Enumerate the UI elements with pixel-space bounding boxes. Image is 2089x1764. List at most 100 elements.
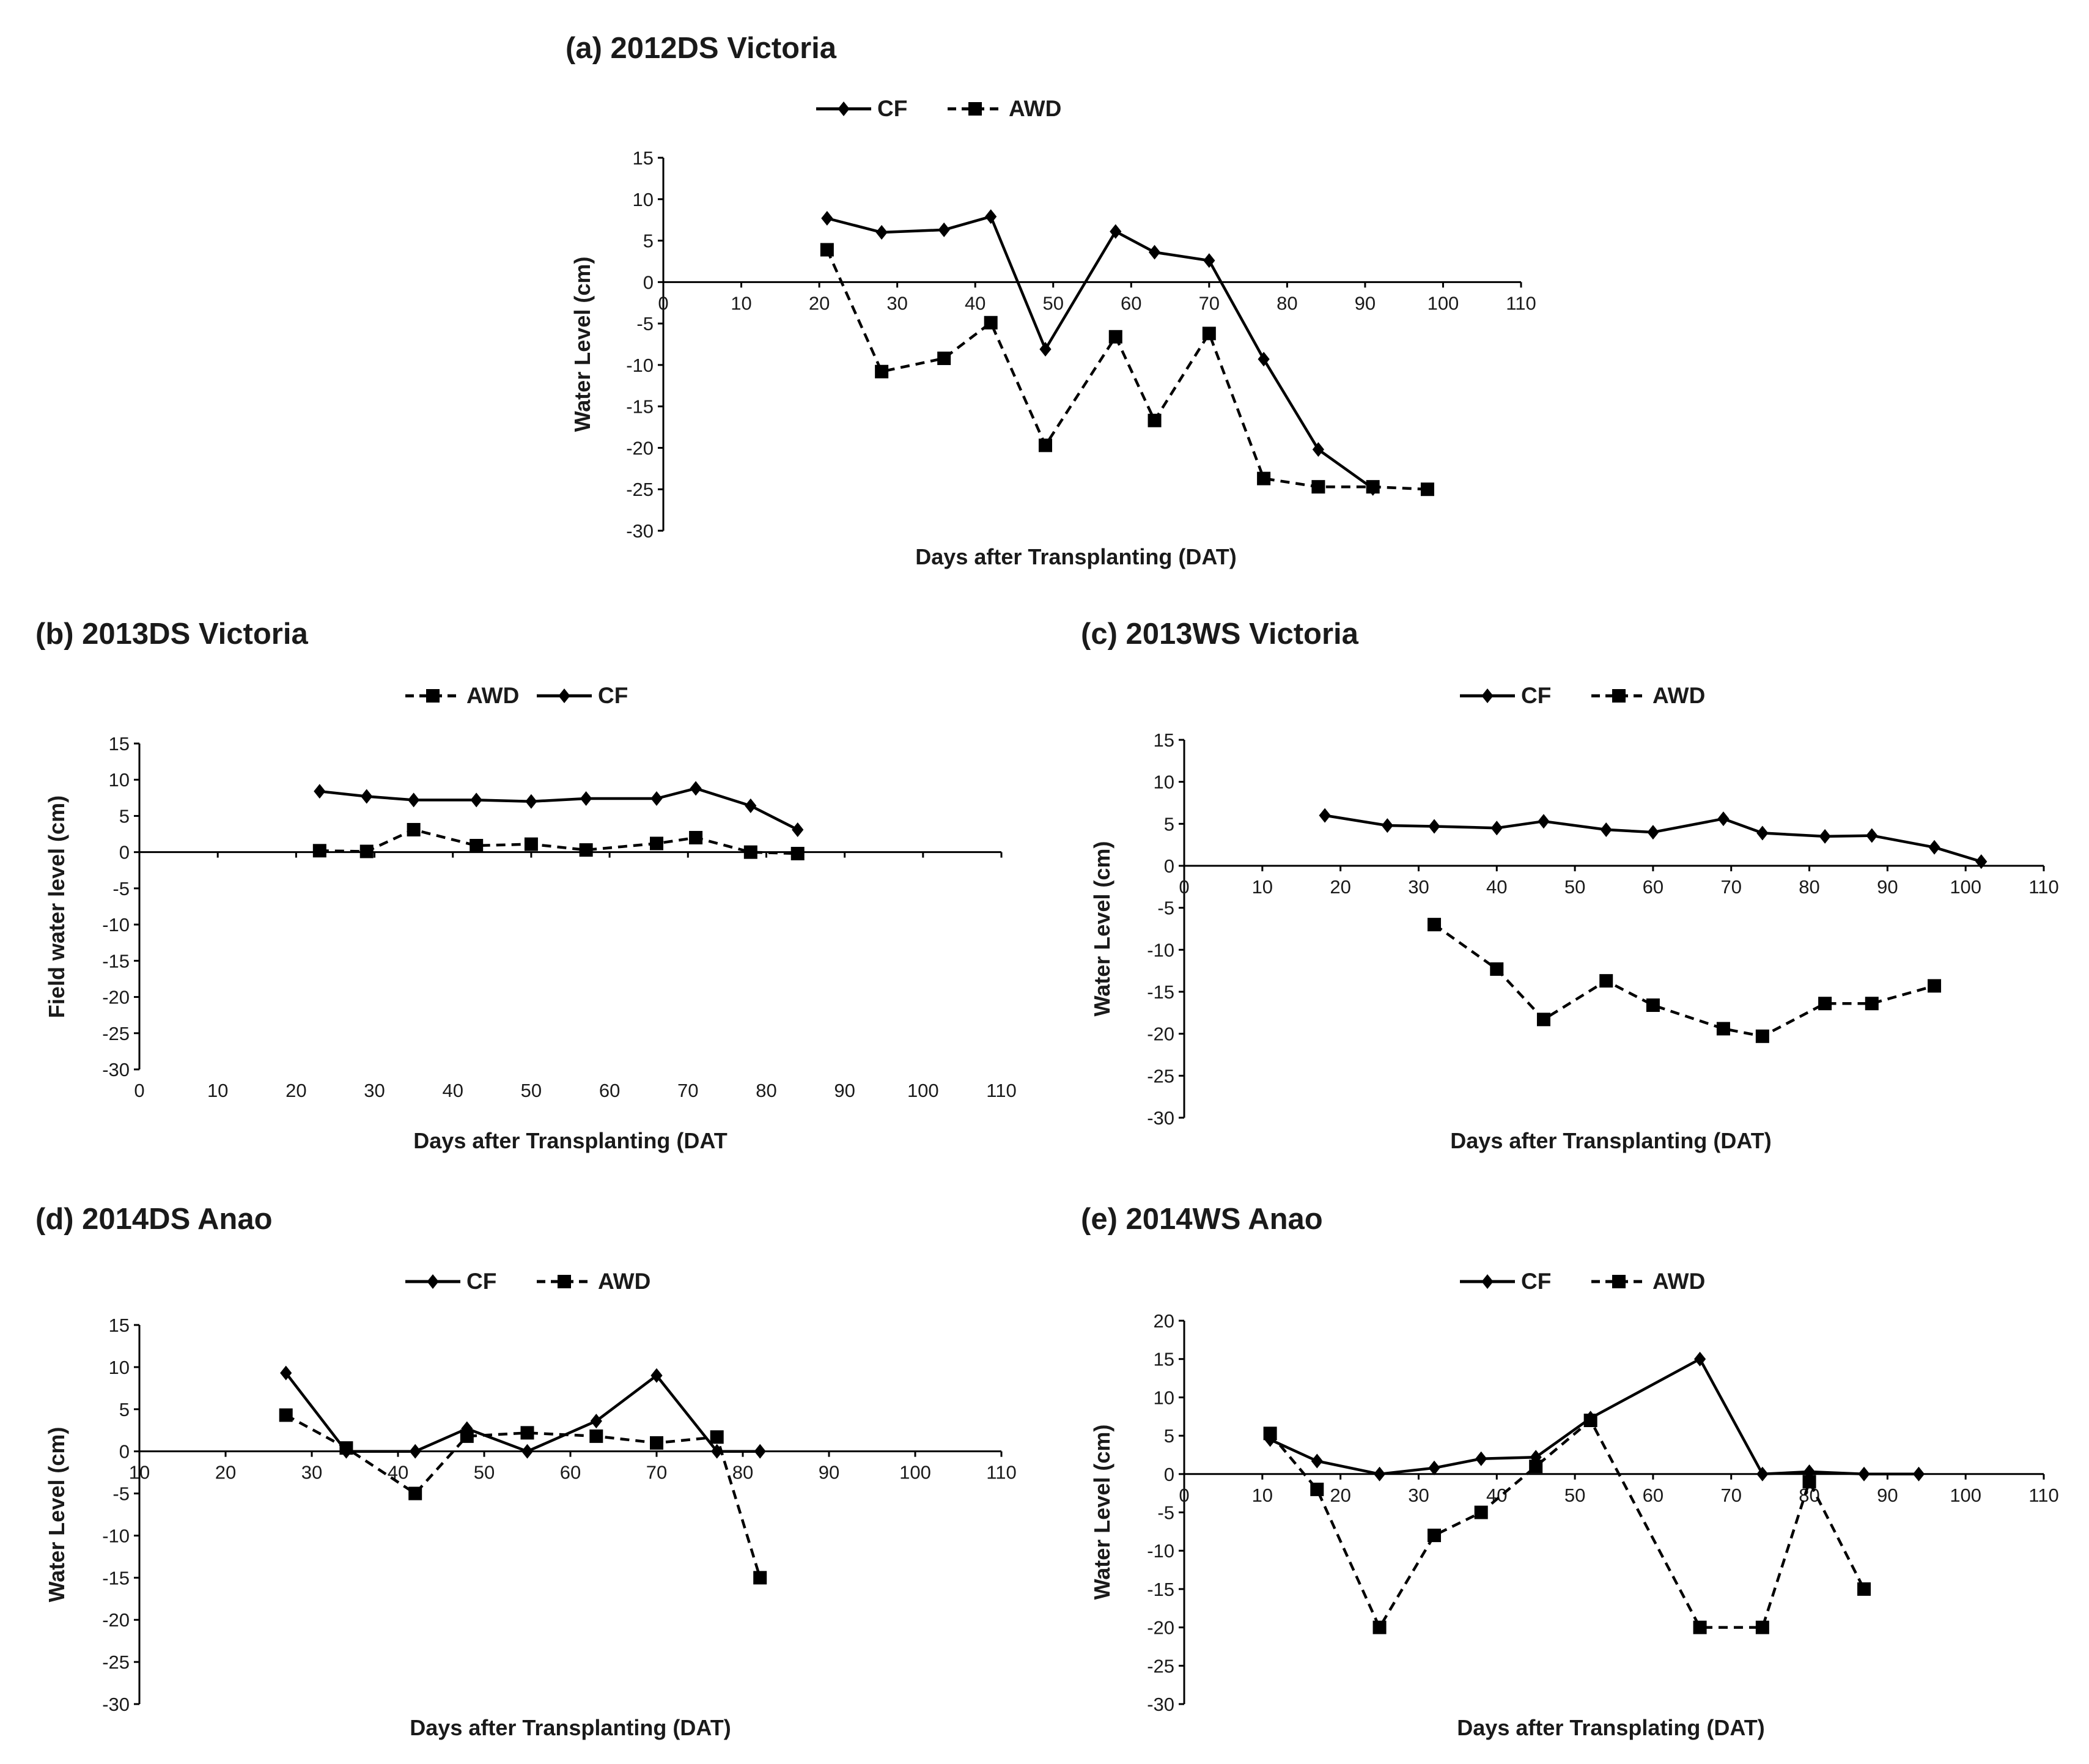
y-tick-label: -10 xyxy=(102,914,130,936)
data-point-awd xyxy=(359,844,374,858)
y-tick-label: -25 xyxy=(102,1651,130,1673)
data-point-cf xyxy=(1647,825,1659,840)
series-line-awd xyxy=(825,249,1428,491)
x-tick-label: 30 xyxy=(1408,1485,1429,1506)
legend-marker-cf xyxy=(838,101,850,116)
x-tick-label: 110 xyxy=(986,1080,1016,1101)
data-point-awd xyxy=(689,830,703,844)
data-point-cf xyxy=(821,210,833,226)
legend-label-cf: CF xyxy=(466,1269,496,1294)
data-point-awd xyxy=(1108,330,1122,344)
legend-label-cf: CF xyxy=(598,683,628,708)
y-tick-label: 10 xyxy=(633,189,654,210)
x-tick-label: 110 xyxy=(1506,292,1536,314)
data-point-cf xyxy=(1148,245,1161,260)
data-point-awd xyxy=(1529,1460,1543,1474)
data-point-awd xyxy=(937,352,951,366)
data-point-awd xyxy=(1428,1529,1442,1543)
data-point-awd xyxy=(1474,1505,1488,1519)
chart-title: (b) 2013DS Victoria xyxy=(35,618,308,651)
x-tick-label: 50 xyxy=(1564,1485,1585,1506)
series-awd xyxy=(1428,918,1942,1043)
x-tick-label: 80 xyxy=(756,1080,776,1101)
series-line-cf xyxy=(1269,1357,1919,1476)
series-cf xyxy=(821,209,1379,496)
legend-label-awd: AWD xyxy=(466,683,519,708)
y-tick-label: -15 xyxy=(102,1567,130,1589)
data-point-awd xyxy=(279,1408,293,1422)
series-line-awd xyxy=(1433,923,1935,1038)
data-point-awd xyxy=(1257,471,1271,485)
y-tick-label: 10 xyxy=(1154,772,1174,793)
x-tick-label: 50 xyxy=(521,1080,542,1101)
series-awd xyxy=(279,1408,767,1585)
y-tick-label: -5 xyxy=(112,878,130,899)
x-axis-label: Days after Transplanting (DAT) xyxy=(410,1715,731,1740)
series-awd xyxy=(1263,1414,1871,1634)
data-point-cf xyxy=(408,792,420,808)
legend-marker-awd xyxy=(558,1275,571,1288)
data-point-cf xyxy=(521,1444,534,1459)
data-point-awd xyxy=(1202,327,1216,341)
y-tick-label: -5 xyxy=(636,313,654,334)
data-point-cf xyxy=(1600,822,1612,837)
data-point-cf xyxy=(1311,1453,1323,1469)
legend-marker-cf xyxy=(558,688,570,703)
x-tick-label: 40 xyxy=(442,1080,463,1101)
data-point-cf xyxy=(1756,1466,1769,1482)
data-point-cf xyxy=(1373,1466,1386,1482)
data-point-awd xyxy=(1693,1620,1707,1634)
x-tick-label: 100 xyxy=(907,1080,939,1101)
y-tick-label: 5 xyxy=(1164,813,1174,835)
y-tick-label: 15 xyxy=(109,733,130,755)
data-point-cf xyxy=(314,784,326,799)
x-tick-label: 40 xyxy=(1486,1485,1507,1506)
data-point-cf xyxy=(1312,442,1324,457)
data-point-awd xyxy=(1038,438,1052,452)
y-tick-label: -25 xyxy=(1147,1065,1174,1087)
data-point-awd xyxy=(1263,1426,1277,1441)
legend: CF AWD xyxy=(1460,1269,1705,1294)
legend-marker-cf xyxy=(427,1274,439,1289)
data-point-awd xyxy=(1148,413,1162,427)
series-awd xyxy=(312,822,805,861)
data-point-awd xyxy=(1428,918,1442,932)
data-point-cf xyxy=(792,822,804,837)
y-tick-label: -20 xyxy=(626,437,654,459)
x-tick-label: 90 xyxy=(834,1080,855,1101)
y-axis-label: Field water level (cm) xyxy=(44,795,69,1018)
x-tick-label: 70 xyxy=(1720,1485,1741,1506)
x-tick-label: 60 xyxy=(599,1080,620,1101)
data-point-awd xyxy=(710,1430,724,1444)
x-tick-label: 90 xyxy=(1877,1485,1898,1506)
data-point-awd xyxy=(1646,998,1660,1012)
data-point-cf xyxy=(1203,253,1215,268)
legend-marker-awd xyxy=(1612,689,1626,703)
data-point-cf xyxy=(1490,821,1503,836)
y-tick-label: -5 xyxy=(112,1483,130,1505)
legend-label-cf: CF xyxy=(1521,683,1551,708)
data-point-cf xyxy=(985,209,997,224)
data-point-awd xyxy=(1755,1620,1769,1634)
data-point-awd xyxy=(1310,1482,1324,1496)
x-tick-label: 90 xyxy=(1877,876,1898,898)
series-line-awd xyxy=(319,828,798,855)
y-tick-label: 0 xyxy=(643,271,654,293)
data-point-awd xyxy=(589,1429,603,1443)
data-point-cf xyxy=(1819,828,1831,844)
data-point-cf xyxy=(361,789,373,804)
data-point-awd xyxy=(875,364,889,378)
data-point-cf xyxy=(1538,814,1550,829)
y-tick-label: -20 xyxy=(102,1609,130,1631)
y-tick-label: -10 xyxy=(626,355,654,376)
data-point-cf xyxy=(1258,352,1270,367)
data-point-cf xyxy=(525,794,537,809)
legend-label-cf: CF xyxy=(877,96,907,121)
y-tick-label: -20 xyxy=(1147,1617,1174,1639)
data-point-awd xyxy=(407,822,421,836)
data-point-cf xyxy=(1381,818,1393,833)
data-point-awd xyxy=(984,316,998,330)
x-tick-label: 70 xyxy=(646,1462,667,1483)
y-tick-label: -15 xyxy=(1147,1579,1174,1600)
